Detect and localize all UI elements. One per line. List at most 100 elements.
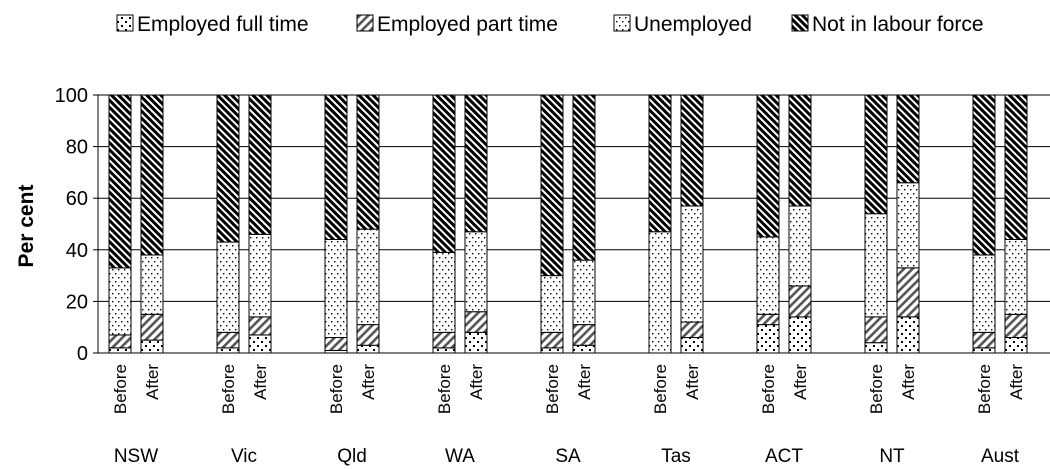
bars	[108, 94, 1028, 354]
bar-segment-not-in-labour-force	[1004, 94, 1028, 240]
bar-segment-unemployed	[108, 267, 132, 336]
bar-segment-unemployed	[680, 205, 704, 323]
bar-segment-unemployed	[140, 254, 164, 315]
bar-segment-employed-part-time	[248, 316, 272, 336]
bar-segment-employed-full-time	[356, 344, 380, 354]
bar-segment-employed-full-time	[572, 344, 596, 354]
bar-segment-not-in-labour-force	[540, 94, 564, 277]
bar-segment-employed-part-time	[1004, 313, 1028, 339]
x-tick-label: After	[899, 364, 918, 400]
bar-segment-employed-part-time	[864, 316, 888, 344]
group-label: NSW	[114, 446, 158, 467]
bar-segment-unemployed	[324, 238, 348, 339]
bar-segment-employed-part-time	[356, 324, 380, 346]
bar-segment-unemployed	[356, 228, 380, 326]
group-label: WA	[445, 446, 475, 467]
x-tick-label: Before	[867, 364, 886, 414]
y-axis-label: Per cent	[15, 185, 38, 268]
legend-swatch-employed-part-time	[356, 14, 374, 32]
bar-segment-employed-full-time	[464, 331, 488, 354]
bar-segment-not-in-labour-force	[216, 94, 240, 243]
bar-segment-unemployed	[432, 251, 456, 333]
x-tick-label: Before	[327, 364, 346, 414]
bar-segment-unemployed	[1004, 238, 1028, 315]
x-tick-label: Before	[651, 364, 670, 414]
x-tick-label: After	[791, 364, 810, 400]
bar-segment-employed-full-time	[756, 324, 780, 354]
bar-segment-employed-full-time	[216, 347, 240, 354]
bar-segment-employed-part-time	[540, 331, 564, 349]
x-tick-label: After	[251, 364, 270, 400]
bar-segment-employed-part-time	[464, 311, 488, 333]
y-tick-label: 20	[66, 291, 88, 313]
x-tick-label: After	[683, 364, 702, 400]
bar-segment-not-in-labour-force	[756, 94, 780, 238]
bar-segment-employed-part-time	[572, 324, 596, 346]
x-tick-label: Before	[111, 364, 130, 414]
bar-segment-employed-part-time	[324, 337, 348, 351]
bar-segment-employed-part-time	[896, 267, 920, 318]
bar-segment-unemployed	[648, 231, 672, 354]
y-tick-label: 60	[66, 188, 88, 210]
legend-label-employed-part-time: Employed part time	[377, 13, 558, 36]
bar-segment-unemployed	[864, 213, 888, 318]
bar-segment-not-in-labour-force	[648, 94, 672, 233]
bar-segment-employed-full-time	[140, 339, 164, 354]
bar-segment-employed-part-time	[140, 313, 164, 341]
x-tick-label: After	[467, 364, 486, 400]
legend-label-unemployed: Unemployed	[634, 13, 752, 36]
legend-swatch-not-in-labour-force	[791, 14, 809, 32]
bar-segment-unemployed	[540, 275, 564, 333]
bar-segment-not-in-labour-force	[788, 94, 812, 207]
legend-label-employed-full-time: Employed full time	[137, 13, 309, 36]
x-tick-label: After	[1007, 364, 1026, 400]
legend-label-not-in-labour-force: Not in labour force	[812, 13, 984, 36]
legend-swatch-employed-full-time	[116, 14, 134, 32]
bar-segment-not-in-labour-force	[896, 94, 920, 184]
legend-swatch-unemployed	[613, 14, 631, 32]
bar-segment-employed-full-time	[248, 334, 272, 354]
bar-segment-unemployed	[788, 205, 812, 287]
bar-segment-employed-part-time	[680, 321, 704, 339]
bar-segment-unemployed	[464, 231, 488, 313]
bar-segment-employed-full-time	[972, 347, 996, 354]
bar-segment-not-in-labour-force	[464, 94, 488, 233]
y-tick-label: 100	[55, 85, 88, 107]
bar-segment-unemployed	[756, 236, 780, 315]
bar-segment-unemployed	[216, 241, 240, 333]
x-tick-label: After	[143, 364, 162, 400]
x-tick-label: After	[575, 364, 594, 400]
x-tick-label: Before	[219, 364, 238, 414]
bar-segment-employed-part-time	[788, 285, 812, 318]
group-label: SA	[555, 446, 581, 467]
bar-segment-employed-part-time	[756, 313, 780, 326]
bar-segment-not-in-labour-force	[108, 94, 132, 269]
bar-segment-employed-full-time	[108, 347, 132, 354]
bar-segment-employed-full-time	[788, 316, 812, 354]
bar-segment-employed-full-time	[680, 337, 704, 354]
bar-segment-not-in-labour-force	[432, 94, 456, 253]
group-label: Qld	[337, 446, 367, 467]
bar-segment-not-in-labour-force	[248, 94, 272, 235]
bar-segment-unemployed	[572, 259, 596, 326]
x-tick-label: Before	[759, 364, 778, 414]
group-label: ACT	[765, 446, 803, 467]
legend: Employed full time Employed part time Unem…	[116, 13, 984, 36]
bar-segment-not-in-labour-force	[864, 94, 888, 215]
y-tick-label: 40	[66, 240, 88, 262]
bar-segment-not-in-labour-force	[140, 94, 164, 256]
bar-segment-not-in-labour-force	[972, 94, 996, 256]
bar-segment-unemployed	[972, 254, 996, 333]
bar-segment-employed-full-time	[1004, 337, 1028, 354]
group-label: Aust	[981, 446, 1020, 467]
bar-segment-employed-part-time	[432, 331, 456, 349]
y-tick-label: 0	[77, 343, 88, 365]
axes: 0 20 40 60 80 100 Before After Before After Before…	[55, 85, 1050, 467]
x-tick-label: After	[359, 364, 378, 400]
group-label: Vic	[231, 446, 257, 467]
bar-segment-not-in-labour-force	[356, 94, 380, 230]
bar-segment-unemployed	[248, 233, 272, 318]
bar-segment-employed-full-time	[432, 347, 456, 354]
bar-segment-employed-full-time	[540, 347, 564, 354]
bar-segment-not-in-labour-force	[572, 94, 596, 261]
